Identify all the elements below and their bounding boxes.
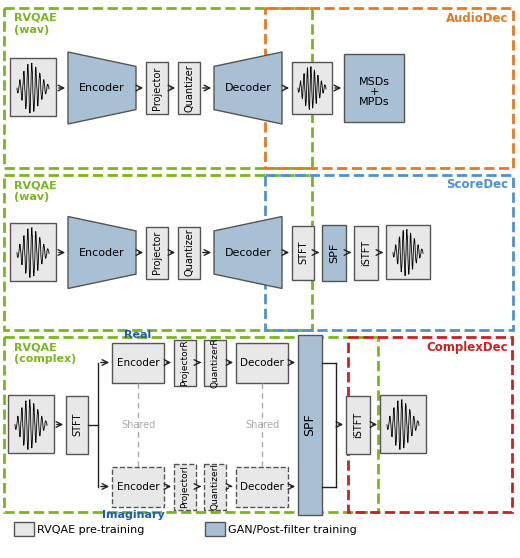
Bar [292, 225, 314, 280]
Text: Decoder: Decoder [225, 248, 271, 257]
Text: ScoreDec: ScoreDec [446, 179, 508, 191]
Bar [174, 464, 196, 509]
Bar [4, 337, 378, 512]
Text: RVQAE: RVQAE [14, 180, 57, 190]
Text: SPF: SPF [329, 242, 339, 263]
Text: Encoder: Encoder [116, 482, 159, 492]
Bar [204, 339, 226, 386]
Text: iSTFT: iSTFT [361, 239, 371, 266]
Text: STFT: STFT [72, 413, 82, 436]
Text: Encoder: Encoder [116, 358, 159, 368]
Text: Quantizer: Quantizer [184, 64, 194, 112]
Text: Projector: Projector [152, 66, 162, 110]
Bar [348, 337, 512, 512]
Bar [4, 175, 312, 330]
Text: RVQAE: RVQAE [14, 13, 57, 23]
Text: STFT: STFT [298, 241, 308, 264]
Text: MSDs: MSDs [358, 77, 389, 87]
Bar [322, 224, 346, 281]
Text: GAN/Post-filter training: GAN/Post-filter training [228, 525, 357, 535]
Bar [174, 339, 196, 386]
Bar [112, 343, 164, 382]
Text: SPF: SPF [304, 413, 317, 436]
Bar [8, 395, 54, 453]
Text: Encoder: Encoder [79, 248, 125, 257]
Text: (wav): (wav) [14, 25, 49, 35]
Text: Shared: Shared [245, 420, 279, 430]
Text: AudioDec: AudioDec [446, 12, 508, 25]
Text: Real: Real [124, 330, 152, 339]
Bar [386, 224, 430, 278]
Bar [344, 54, 404, 122]
Bar [265, 175, 513, 330]
Bar [236, 466, 288, 507]
Polygon shape [214, 217, 282, 288]
Bar [112, 466, 164, 507]
Text: ComplexDec: ComplexDec [426, 340, 508, 354]
Bar [205, 522, 225, 536]
Text: (wav): (wav) [14, 192, 49, 202]
Bar [10, 223, 56, 281]
Bar [10, 58, 56, 116]
Polygon shape [68, 217, 136, 288]
Bar [204, 464, 226, 509]
Bar [354, 225, 378, 280]
Text: ProjectorI: ProjectorI [180, 465, 189, 508]
Text: Decoder: Decoder [240, 482, 284, 492]
Bar [380, 395, 426, 453]
Text: Projector: Projector [152, 231, 162, 274]
Bar [292, 62, 332, 114]
Text: iSTFT: iSTFT [353, 411, 363, 437]
Text: RVQAE: RVQAE [14, 342, 57, 352]
Text: RVQAE pre-training: RVQAE pre-training [37, 525, 145, 535]
Bar [146, 62, 168, 114]
Polygon shape [214, 52, 282, 124]
Bar [346, 396, 370, 454]
Text: Imaginary: Imaginary [101, 511, 164, 521]
Text: Quantizer: Quantizer [184, 229, 194, 276]
Text: Encoder: Encoder [79, 83, 125, 93]
Text: +: + [369, 87, 379, 97]
Text: QuantizerR: QuantizerR [211, 337, 219, 388]
Polygon shape [68, 52, 136, 124]
Bar [178, 227, 200, 278]
Bar [14, 522, 34, 536]
Text: Decoder: Decoder [240, 358, 284, 368]
Bar [146, 227, 168, 278]
Bar [236, 343, 288, 382]
Text: ProjectorR: ProjectorR [180, 339, 189, 386]
Bar [66, 396, 88, 454]
Bar [298, 334, 322, 514]
Bar [265, 8, 513, 168]
Text: QuantizerI: QuantizerI [211, 463, 219, 510]
Text: Shared: Shared [121, 420, 155, 430]
Bar [4, 8, 312, 168]
Text: MPDs: MPDs [359, 97, 389, 107]
Text: (complex): (complex) [14, 354, 76, 364]
Bar [178, 62, 200, 114]
Text: Decoder: Decoder [225, 83, 271, 93]
